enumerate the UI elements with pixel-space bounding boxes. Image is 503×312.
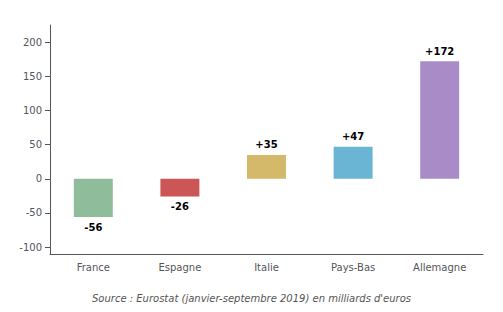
svg-text:Allemagne: Allemagne bbox=[413, 262, 466, 273]
svg-text:150: 150 bbox=[23, 71, 42, 82]
svg-text:+35: +35 bbox=[255, 139, 277, 150]
svg-text:France: France bbox=[77, 262, 110, 273]
svg-text:Source : Eurostat (janvier-sep: Source : Eurostat (janvier-septembre 201… bbox=[92, 293, 411, 304]
svg-text:-26: -26 bbox=[171, 201, 189, 212]
svg-text:+47: +47 bbox=[342, 131, 364, 142]
svg-text:50: 50 bbox=[29, 139, 42, 150]
svg-text:+172: +172 bbox=[425, 46, 454, 57]
svg-text:Espagne: Espagne bbox=[158, 262, 201, 273]
svg-text:200: 200 bbox=[23, 37, 42, 48]
svg-text:100: 100 bbox=[23, 105, 42, 116]
svg-text:Italie: Italie bbox=[254, 262, 279, 273]
svg-text:Pays-Bas: Pays-Bas bbox=[331, 262, 375, 273]
svg-text:0: 0 bbox=[36, 173, 42, 184]
svg-text:-50: -50 bbox=[26, 207, 42, 218]
svg-text:-100: -100 bbox=[19, 242, 42, 253]
svg-text:-56: -56 bbox=[84, 222, 102, 233]
